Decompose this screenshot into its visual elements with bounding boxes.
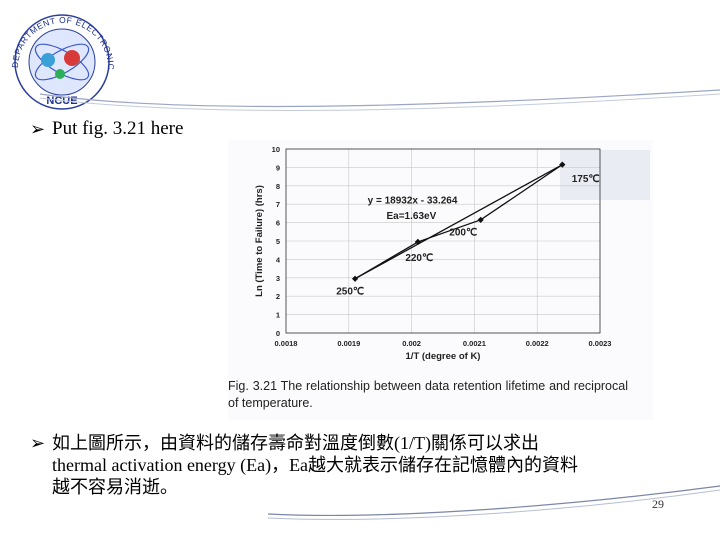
x-tick-label: 0.0023 [589,339,612,348]
x-tick-label: 0.0021 [463,339,486,348]
bullet-paragraph: 如上圖所示，由資料的儲存壽命對溫度倒數(1/T)關係可以求出 thermal a… [52,432,578,498]
y-tick-label: 8 [276,182,280,191]
y-tick-label: 2 [276,292,280,301]
bullet-line: 越不容易消逝。 [52,477,178,497]
y-tick-label: 7 [276,200,280,209]
bullet-line: 如上圖所示，由資料的儲存壽命對溫度倒數(1/T)關係可以求出 [52,433,539,453]
figure-ghost-area [560,150,650,200]
bullet-put-figure: ➢ Put fig. 3.21 here [30,118,183,140]
y-tick-label: 6 [276,219,280,228]
point-label-220c: 220℃ [405,253,433,264]
y-tick-label: 9 [276,163,280,172]
chart-series [351,161,566,282]
data-point-marker [351,275,359,282]
y-tick-label: 5 [276,237,280,246]
chart-axes [285,148,601,334]
data-series-line [354,164,563,280]
y-tick-labels: 0 1 2 3 4 5 6 7 8 9 10 [272,145,281,338]
point-label-175c: 175℃ [572,174,600,185]
x-tick-label: 0.0018 [275,339,298,348]
fit-line [354,164,563,280]
data-point-marker [414,238,421,246]
x-axis-label: 1/T (degree of K) [406,351,481,362]
point-label-200c: 200℃ [449,227,477,238]
header-swoosh [39,89,720,111]
fit-equation-label: y = 18932x - 33.264 [368,195,458,206]
x-tick-label: 0.0022 [526,339,549,348]
y-tick-label: 0 [276,329,280,338]
y-axis-label: Ln (Time to Failure) (hrs) [254,185,265,297]
bullet-explanation: ➢ 如上圖所示，由資料的儲存壽命對溫度倒數(1/T)關係可以求出 thermal… [30,432,695,498]
data-point-marker [477,216,484,223]
y-tick-label: 4 [276,255,281,264]
footer-swoosh [268,485,720,520]
bullet-text: Put fig. 3.21 here [52,118,184,139]
chart-grid [285,148,601,334]
arrow-bullet-icon: ➢ [30,119,46,139]
y-tick-label: 3 [276,274,280,283]
x-tick-label: 0.002 [402,339,421,348]
page-number: 29 [652,497,664,511]
figure-caption: Fig. 3.21 The relationship between data … [228,379,628,410]
activation-energy-label: Ea=1.63eV [386,211,436,222]
x-tick-label: 0.0019 [337,339,360,348]
bullet-line: thermal activation energy (Ea)，Ea越大就表示儲存… [52,455,579,475]
arrow-bullet-icon: ➢ [30,433,46,453]
x-tick-labels: 0.0018 0.0019 0.002 0.0021 0.0022 0.0023 [275,339,612,348]
department-logo: DEPARTMENT OF ELECTRONIC ENGINEERING NCU… [4,6,115,110]
plot-frame [285,148,601,334]
y-tick-label: 1 [276,311,280,320]
point-label-250c: 250℃ [336,286,364,297]
y-tick-label: 10 [272,145,280,154]
